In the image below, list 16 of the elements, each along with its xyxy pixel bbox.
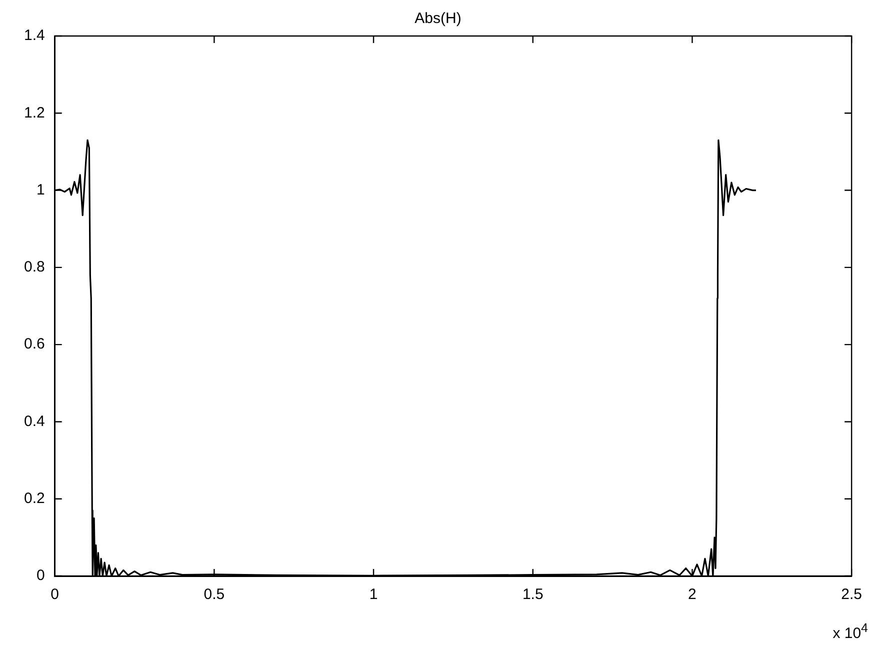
x-tick-label: 0.5 [204,586,225,604]
x-tick-label: 0 [50,586,60,604]
y-tick-label: 0.2 [24,490,45,507]
y-tick-label: 0.4 [24,412,45,430]
x-tick-label: 1 [369,586,378,604]
x-tick-label: 2.5 [841,586,862,604]
y-tick-label: 1.4 [24,27,45,44]
x-tick-label: 1.5 [522,586,544,604]
chart-title: Abs(H) [414,10,462,28]
x-tick-label: 2 [688,586,696,604]
y-tick-label: 0.8 [24,258,45,276]
y-tick-label: 1.2 [24,104,45,122]
y-tick-label: 0 [36,567,45,584]
text: x 10$^{4}$ [832,621,868,642]
y-tick-label: 0.6 [24,336,45,353]
y-tick-label: 1 [36,181,45,198]
